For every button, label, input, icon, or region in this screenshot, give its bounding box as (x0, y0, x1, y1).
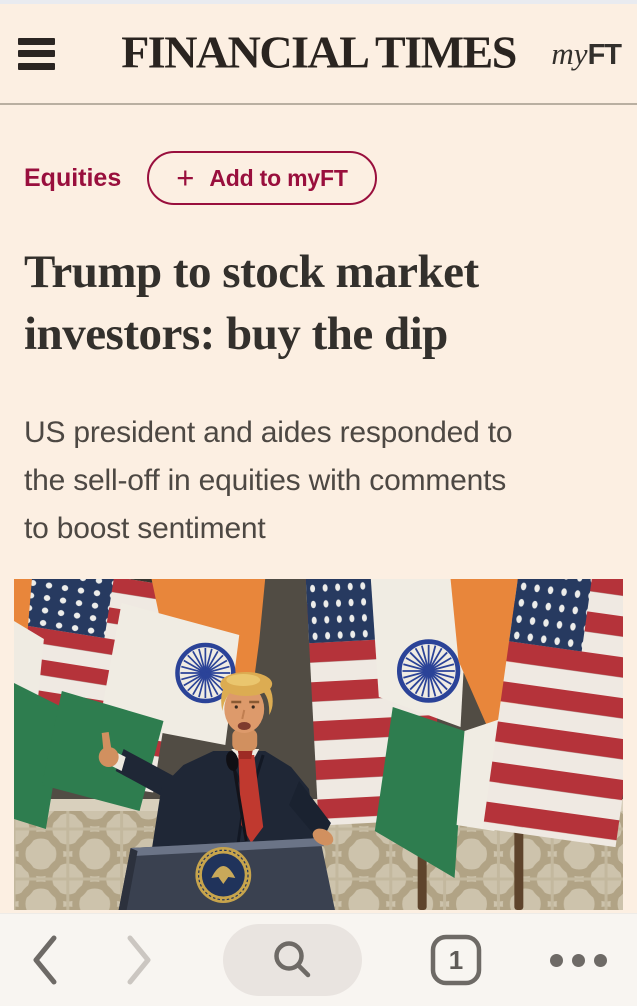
site-header: FINANCIAL TIMES my FT (0, 4, 637, 105)
microphone-icon (226, 751, 248, 842)
search-icon (274, 941, 311, 978)
search-button[interactable] (222, 924, 362, 996)
masthead-title[interactable]: FINANCIAL TIMES (121, 25, 517, 77)
browser-toolbar: 1 (0, 913, 637, 1006)
myft-link[interactable]: my FT (551, 35, 622, 72)
tab-count: 1 (448, 945, 464, 975)
menu-button[interactable] (18, 37, 55, 70)
india-flag-edge (14, 579, 66, 829)
article-standfirst: US president and aides responded to the … (24, 416, 513, 545)
presidential-seal (195, 847, 252, 903)
ellipsis-icon (550, 953, 563, 967)
hamburger-icon (18, 37, 55, 45)
back-button[interactable] (30, 934, 60, 986)
more-button[interactable] (550, 953, 607, 967)
myft-ft-label: FT (587, 38, 622, 71)
article: Equities + Add to myFT Trump to stock ma… (0, 105, 637, 910)
article-headline: Trump to stock market investors: buy the… (24, 246, 479, 360)
tabs-button[interactable]: 1 (430, 934, 482, 986)
trump-left-arm (289, 781, 334, 846)
forward-button[interactable] (124, 934, 154, 986)
podium (118, 838, 335, 910)
article-image (14, 579, 623, 910)
tab-counter-icon (430, 934, 482, 986)
eyebrow-tag-equities[interactable]: Equities (24, 163, 122, 192)
add-to-myft-button[interactable]: + Add to myFT (147, 151, 377, 205)
chevron-left-icon (33, 935, 57, 985)
eyebrow-row: Equities + Add to myFT (24, 151, 613, 205)
status-bar-strip (0, 0, 637, 4)
myft-my-label: my (551, 35, 588, 71)
trump-figure (98, 672, 316, 851)
article-photo-illustration (14, 579, 623, 910)
add-to-myft-label: Add to myFT (209, 164, 348, 191)
plus-icon: + (176, 159, 195, 195)
chevron-right-icon (127, 935, 151, 985)
ashoka-chakra-icon (399, 642, 458, 701)
